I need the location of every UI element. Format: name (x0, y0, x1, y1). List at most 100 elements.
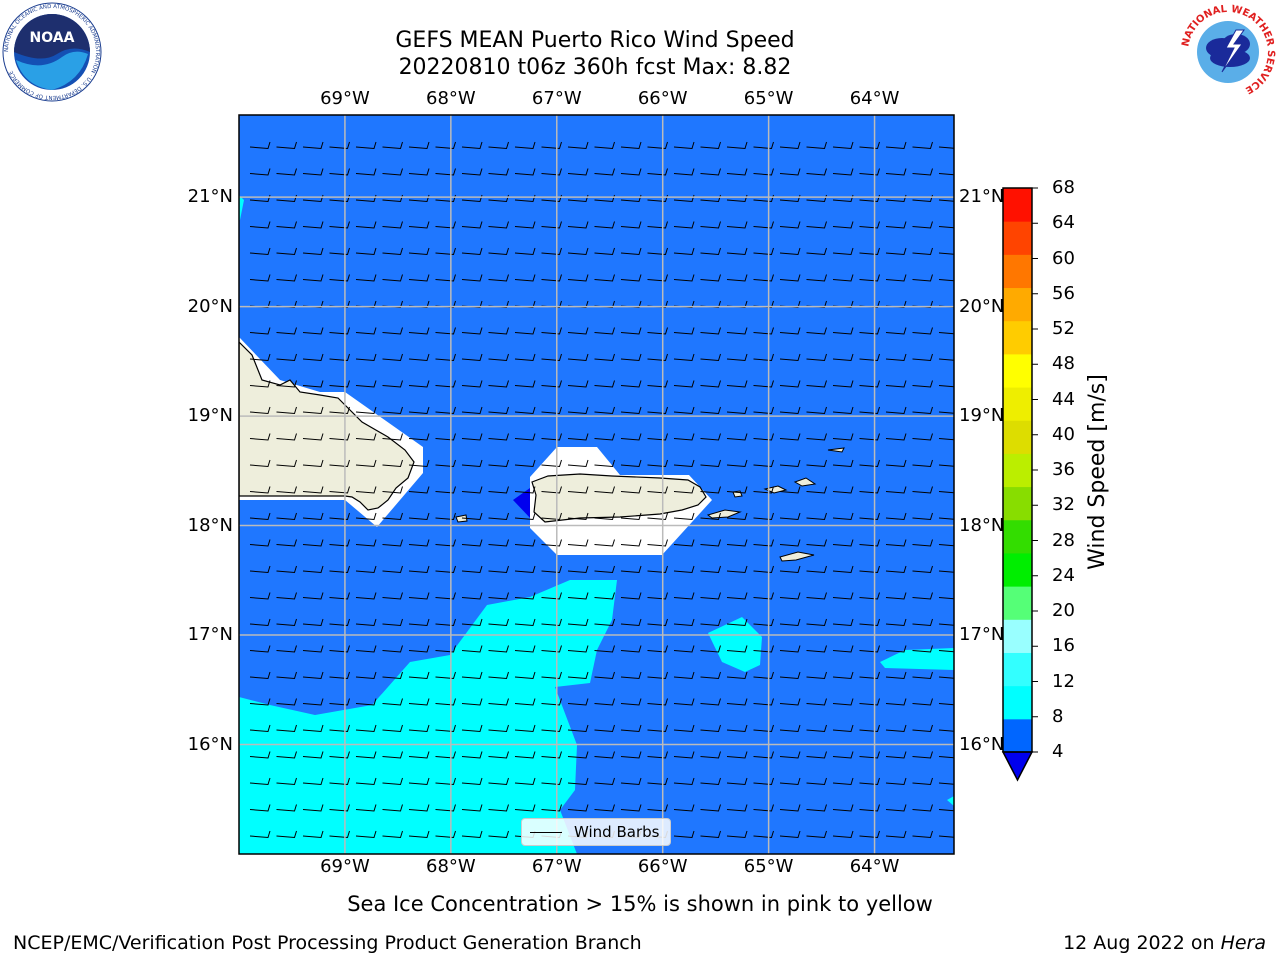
wind-barb (594, 804, 615, 812)
wind-barb (541, 698, 562, 706)
wind-barb (885, 671, 907, 680)
wind-barb (726, 804, 748, 812)
wind-barb (541, 618, 562, 627)
wind-barb (859, 804, 880, 812)
wind-barb (620, 777, 642, 786)
wind-barb (885, 804, 907, 812)
wind-barb (806, 433, 827, 441)
wind-barb (885, 724, 907, 733)
wind-barb (594, 327, 615, 335)
longitude-label: 68°W (425, 856, 476, 877)
wind-barb (408, 406, 430, 415)
wind-barb (832, 671, 854, 680)
wind-barb (249, 168, 271, 176)
wind-barb (700, 539, 721, 547)
wind-barb (461, 433, 483, 441)
longitude-label: 64°W (849, 856, 900, 877)
latitude-label: 21°N (959, 186, 1005, 208)
wind-barb (885, 274, 907, 282)
wind-barb (567, 804, 589, 812)
wind-barb (620, 804, 642, 812)
latitude-label: 21°N (187, 186, 233, 208)
wind-barb (779, 777, 801, 786)
wind-barb (673, 724, 695, 733)
colorbar-tick-label: 28 (1052, 529, 1075, 551)
wind-barb (488, 486, 509, 494)
wind-barb (355, 459, 377, 468)
wind-barb (541, 751, 562, 759)
wind-barb (647, 486, 668, 494)
wind-barb (461, 141, 483, 150)
wind-barb (408, 724, 430, 733)
wind-barb (355, 141, 377, 150)
wind-barb (753, 141, 774, 150)
wind-barb (276, 671, 297, 680)
wind-barb (461, 592, 483, 600)
wind-barb (461, 671, 483, 680)
wind-barb (594, 274, 615, 282)
wind-barb (673, 406, 695, 415)
wind-barb (382, 221, 403, 229)
wind-barb (408, 274, 430, 282)
wind-barb (249, 512, 271, 521)
wind-barb (938, 146, 954, 149)
wind-barb (382, 777, 403, 786)
wind-barb (594, 724, 615, 733)
wind-barb (912, 671, 933, 680)
wind-barb (594, 618, 615, 627)
wind-barb (541, 645, 562, 653)
wind-barb (435, 671, 456, 680)
wind-barb (302, 486, 324, 494)
wind-barb (726, 751, 748, 759)
wind-barb (249, 353, 271, 362)
wind-barb (673, 618, 695, 627)
wind-barb (912, 433, 933, 441)
colorbar-segment (1003, 685, 1032, 720)
wind-barb (832, 804, 854, 812)
land-bvi (793, 477, 817, 487)
wind-barb (806, 406, 827, 415)
wind-barb (753, 353, 774, 362)
wind-barb (461, 698, 483, 706)
wind-barb (859, 141, 880, 150)
wind-barb (408, 380, 430, 388)
wind-barb (700, 512, 721, 521)
wind-barb (408, 751, 430, 759)
wind-barb (700, 830, 721, 839)
wind-barb (302, 777, 324, 786)
wind-barb (514, 618, 536, 627)
wind-barb (647, 141, 668, 150)
wind-barb (382, 274, 403, 282)
wind-barb (779, 353, 801, 362)
wind-barb (832, 751, 854, 759)
wind-barb (938, 782, 954, 785)
latitude-label: 20°N (187, 295, 233, 317)
wind-barb (461, 221, 483, 229)
wind-barb (488, 221, 509, 229)
wind-barb (673, 247, 695, 256)
latitude-label: 20°N (959, 295, 1005, 317)
wind-barb (567, 618, 589, 627)
wind-barb (408, 539, 430, 547)
wind-barb (382, 618, 403, 627)
wind-barb (355, 804, 377, 812)
wind-barb (594, 592, 615, 600)
wind-barb (912, 380, 933, 388)
wind-barb (912, 406, 933, 415)
wind-barb (832, 830, 854, 839)
wind-barb (514, 168, 536, 176)
wind-barb (302, 406, 324, 415)
wind-barb (753, 565, 774, 574)
wind-barb (779, 671, 801, 680)
wind-barb (700, 459, 721, 468)
wind-barb (673, 671, 695, 680)
wind-barb (249, 724, 271, 733)
wind-barb (912, 512, 933, 521)
wind-barb (806, 168, 827, 176)
wind-barb (488, 459, 509, 468)
wind-barb (673, 592, 695, 600)
wind-barb (647, 380, 668, 388)
wind-barb (938, 491, 954, 494)
colorbar-segment (1003, 387, 1032, 421)
wind-barb (408, 830, 430, 839)
